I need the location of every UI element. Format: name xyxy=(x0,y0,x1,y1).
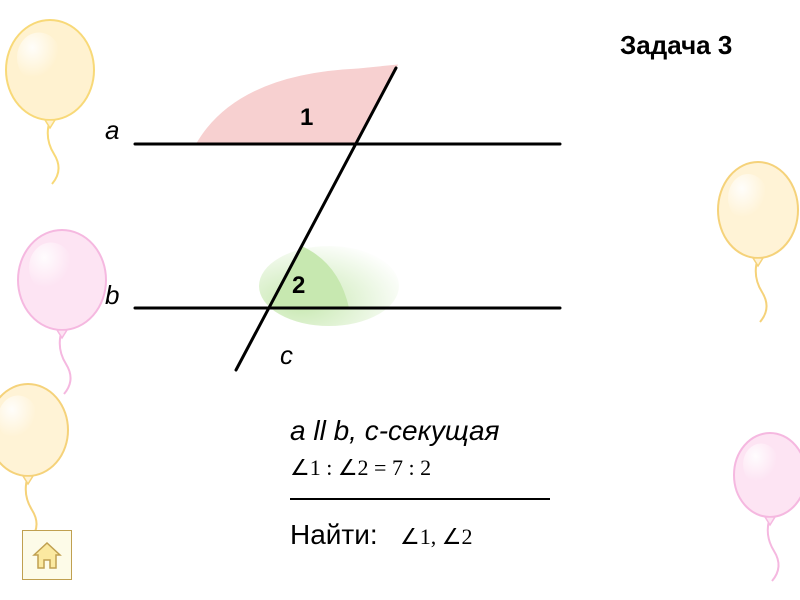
task-title: Задача 3 xyxy=(620,30,780,61)
geometry-diagram xyxy=(0,0,800,600)
find-answer: ∠1, ∠2 xyxy=(400,524,472,550)
label-line-c: c xyxy=(280,340,293,371)
label-angle-1: 1 xyxy=(300,104,313,132)
divider-rule xyxy=(290,498,550,500)
given-line-1: a ll b, c-секущая xyxy=(290,415,500,446)
label-angle-2: 2 xyxy=(292,272,305,300)
home-icon xyxy=(30,538,64,572)
given-text: a ll b, c-секущая xyxy=(290,415,500,447)
home-button[interactable] xyxy=(22,530,72,580)
label-line-b: b xyxy=(105,280,119,311)
find-text: Найти: xyxy=(290,519,378,550)
given-ratio: ∠1 : ∠2 = 7 : 2 xyxy=(290,455,431,481)
label-line-a: a xyxy=(105,115,119,146)
find-label: Найти: xyxy=(290,520,390,551)
